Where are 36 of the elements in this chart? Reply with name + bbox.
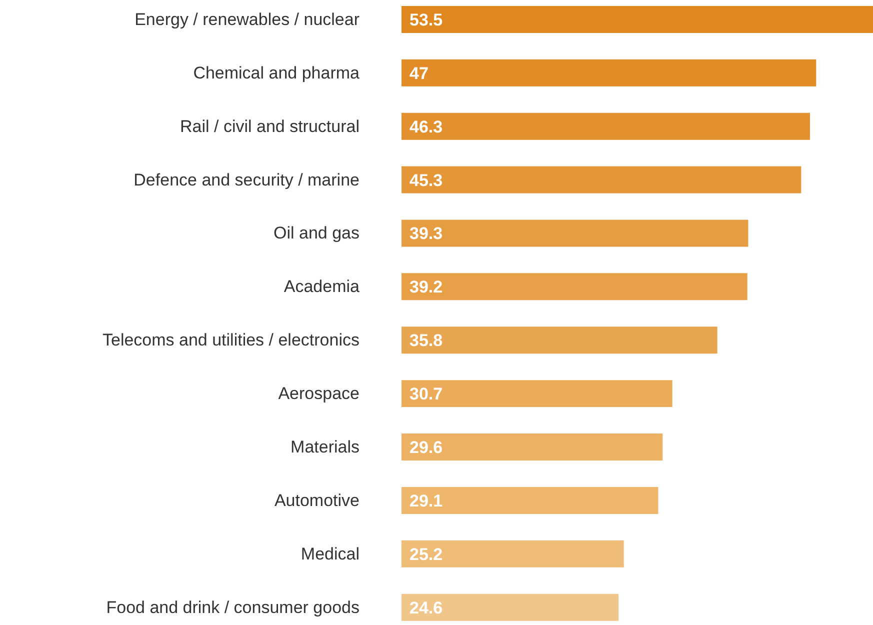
bar <box>402 486 658 514</box>
y-tick-label: Food and drink / consumer goods <box>106 598 360 617</box>
y-tick-label: Automotive <box>274 490 360 510</box>
bar <box>402 326 718 354</box>
y-tick-label: Chemical and pharma <box>193 63 360 82</box>
bar <box>402 434 663 460</box>
data-label: 29.6 <box>410 438 443 458</box>
bar <box>402 540 624 568</box>
data-label: 29.1 <box>410 491 443 510</box>
bar <box>402 220 748 247</box>
y-tick-label: Materials <box>290 438 360 457</box>
y-tick-label: Defence and security / marine <box>134 170 360 190</box>
bar <box>402 380 672 408</box>
y-tick-label: Oil and gas <box>274 224 360 243</box>
data-label: 45.3 <box>410 170 443 190</box>
y-tick-label: Medical <box>300 544 360 564</box>
y-tick-label: Telecoms and utilities / electronics <box>102 330 360 350</box>
bar <box>402 594 619 621</box>
y-tick-label: Rail / civil and structural <box>180 116 360 136</box>
data-label: 24.6 <box>410 598 443 618</box>
data-label: 35.8 <box>410 331 443 350</box>
bar <box>402 6 873 33</box>
y-tick-label: Energy / renewables / nuclear <box>134 10 360 29</box>
bar <box>402 273 748 300</box>
bar <box>402 59 816 86</box>
data-label: 53.5 <box>410 10 443 30</box>
bar <box>402 112 810 140</box>
data-label: 30.7 <box>410 384 443 404</box>
data-label: 46.3 <box>410 117 443 136</box>
data-label: 39.2 <box>410 278 443 297</box>
y-tick-label: Academia <box>284 277 360 296</box>
bar <box>402 166 802 194</box>
y-tick-label: Aerospace <box>278 384 360 404</box>
data-label: 25.2 <box>410 544 443 564</box>
data-label: 39.3 <box>410 224 443 244</box>
data-label: 47 <box>410 64 428 83</box>
